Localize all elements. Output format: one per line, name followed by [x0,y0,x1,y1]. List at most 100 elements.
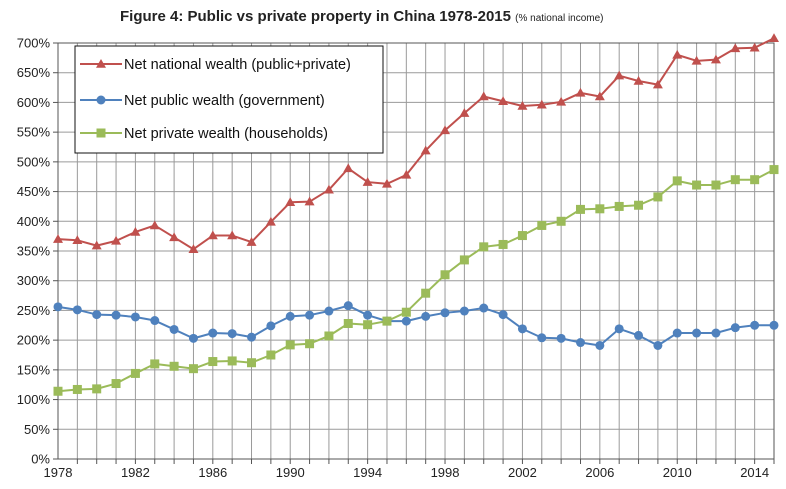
data-point [285,197,296,207]
data-point [188,364,198,374]
data-point [363,320,373,330]
data-point [92,384,102,394]
data-point [440,125,451,135]
data-point [575,338,585,348]
series-1 [53,33,779,253]
y-tick-label: 550% [17,125,51,140]
data-point [556,333,566,343]
data-point [130,312,140,322]
data-point [130,368,140,378]
chart-subtitle: (% national income) [515,13,603,24]
data-point [459,306,469,316]
y-tick-label: 700% [17,36,51,51]
y-tick-label: 400% [17,214,51,229]
data-point [150,316,160,326]
data-point [517,231,527,241]
data-point [188,333,198,343]
y-tick-label: 350% [17,244,51,259]
data-point [381,178,392,188]
y-tick-label: 250% [17,303,51,318]
data-point [247,332,257,342]
y-tick-label: 450% [17,184,51,199]
data-point [208,328,218,338]
data-point [614,324,624,334]
data-point [556,96,567,106]
data-point [265,216,276,226]
data-point [634,200,644,210]
y-axis: 0% 50% 100% 150% 200% 250% 300% 350% 400% 450% 500… [17,36,58,467]
data-point [188,244,199,253]
data-point [750,175,760,185]
legend-marker [96,59,106,68]
legend-item-3: Net private wealth (households) [80,126,328,142]
data-point [421,288,431,298]
data-point [92,310,102,320]
data-point [111,235,122,245]
data-point [769,320,779,330]
data-point [498,310,508,320]
data-point [285,340,295,350]
series-3 [53,165,779,396]
data-point [150,359,160,369]
data-point [324,306,334,316]
data-point [478,91,489,101]
y-tick-label: 50% [24,422,50,437]
data-point [227,230,238,240]
x-tick-label: 1982 [121,465,150,480]
data-point [227,356,237,366]
data-point [305,339,315,349]
series-group [53,33,779,396]
legend-label: Net public wealth (government) [124,93,325,109]
y-tick-label: 600% [17,95,51,110]
data-point [149,220,160,230]
legend-item-1: Net national wealth (public+private) [80,57,351,73]
y-tick-label: 100% [17,392,51,407]
data-point [91,240,102,250]
data-point [479,242,489,252]
y-tick-label: 300% [17,273,51,288]
data-point [130,226,141,236]
data-point [750,320,760,330]
legend-label: Net national wealth (public+private) [124,57,351,73]
data-point [537,220,547,230]
data-point [498,239,508,249]
data-point [536,99,547,109]
data-point [420,145,431,155]
data-point [595,340,605,350]
data-point [72,384,82,394]
data-point [672,176,682,186]
data-point [769,33,779,42]
data-point [440,308,450,318]
data-point [537,333,547,343]
data-point [343,163,354,173]
y-tick-label: 200% [17,333,51,348]
data-point [169,361,179,371]
x-tick-label: 2006 [585,465,614,480]
data-point [730,323,740,333]
data-point [247,358,257,368]
data-point [479,303,489,313]
data-point [730,175,740,185]
y-tick-label: 500% [17,154,51,169]
data-point [653,192,663,202]
chart-title: Figure 4: Public vs private property in … [120,8,604,25]
data-point [595,204,605,214]
x-tick-label: 1986 [198,465,227,480]
x-tick-label: 2010 [663,465,692,480]
data-point [169,232,180,242]
data-point [672,49,683,59]
y-tick-label: 0% [31,452,50,467]
legend: Net national wealth (public+private) Net … [74,45,384,154]
data-point [227,329,237,339]
data-point [711,328,721,338]
data-point [594,91,605,101]
data-point [208,357,218,367]
series-line [57,304,774,347]
data-point [711,180,721,190]
data-point [401,316,411,326]
data-point [633,76,644,85]
data-point [305,310,315,320]
data-point [111,310,121,320]
data-point [169,324,179,334]
